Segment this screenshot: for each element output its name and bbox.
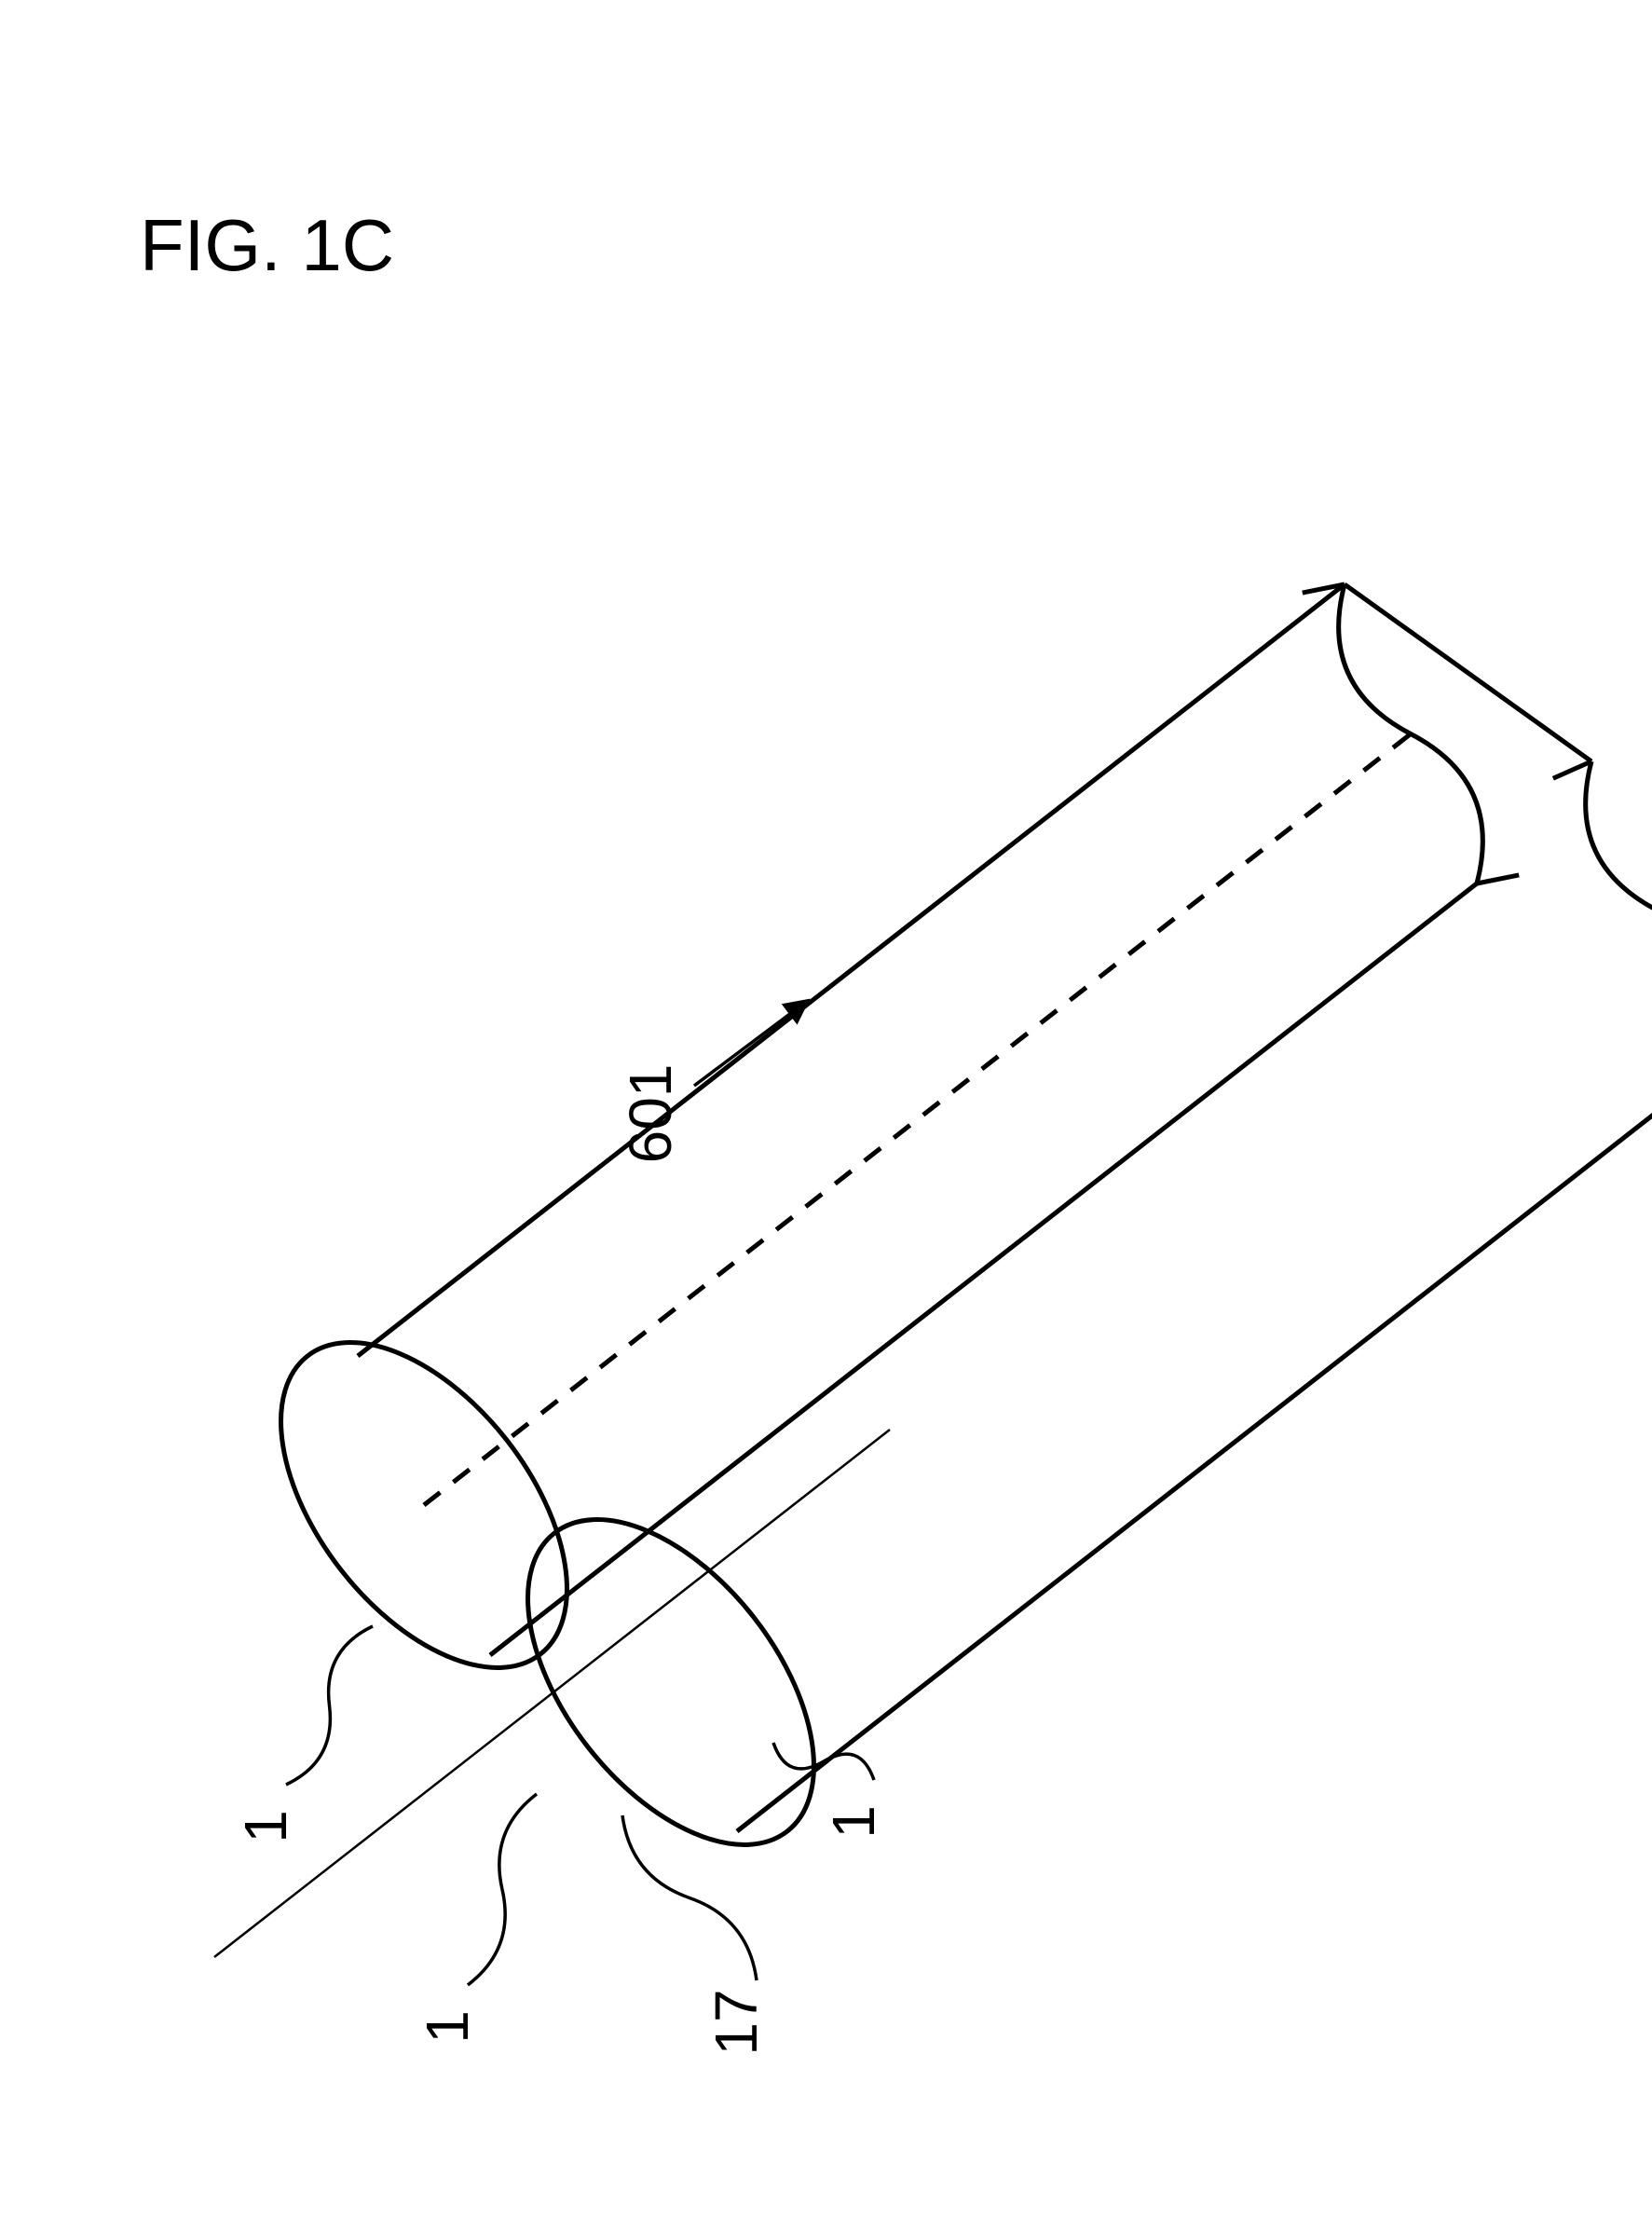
figure-title: FIG. 1C <box>140 204 394 286</box>
ref-label-601: 601 <box>617 1064 684 1164</box>
ref-label-1: 1 <box>414 2010 481 2044</box>
background <box>0 0 1652 2232</box>
figure-canvas: FIG. 1C 601 1 1 17 1 <box>0 0 1652 2232</box>
ref-label-17: 17 <box>703 1989 770 2055</box>
ref-label-1: 1 <box>232 1810 299 1843</box>
ref-label-1: 1 <box>820 1805 887 1839</box>
